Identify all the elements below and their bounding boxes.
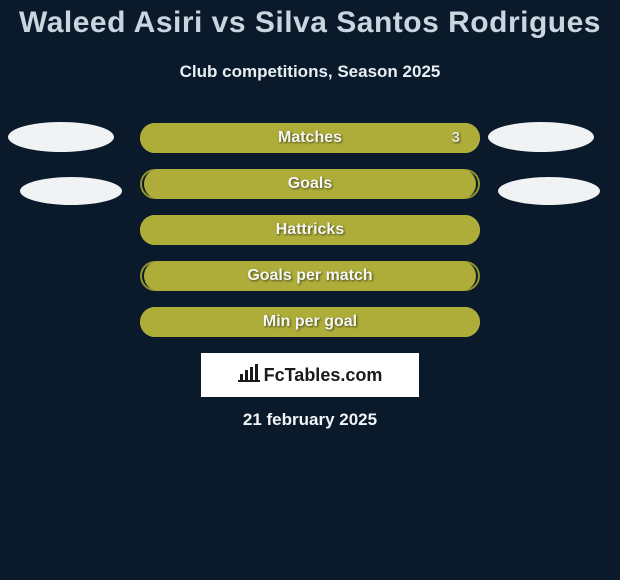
player-ellipse-left: [8, 122, 114, 152]
metric-row-gpm: Goals per match: [0, 261, 620, 291]
logo-box: FcTables.com: [201, 353, 419, 397]
player-ellipse-right: [498, 177, 600, 205]
metric-row-mpg: Min per goal: [0, 307, 620, 337]
bar-chart-icon: [238, 364, 260, 387]
logo-text: FcTables.com: [264, 365, 383, 386]
subtitle: Club competitions, Season 2025: [0, 62, 620, 82]
metric-label: Min per goal: [0, 307, 620, 337]
footer-date: 21 february 2025: [0, 410, 620, 430]
metric-value-right: 3: [452, 123, 460, 153]
metric-label: Hattricks: [0, 215, 620, 245]
metric-label: Goals per match: [0, 261, 620, 291]
page-title: Waleed Asiri vs Silva Santos Rodrigues: [0, 6, 620, 40]
player-ellipse-left: [20, 177, 122, 205]
player-ellipse-right: [488, 122, 594, 152]
metric-row-hattricks: Hattricks: [0, 215, 620, 245]
